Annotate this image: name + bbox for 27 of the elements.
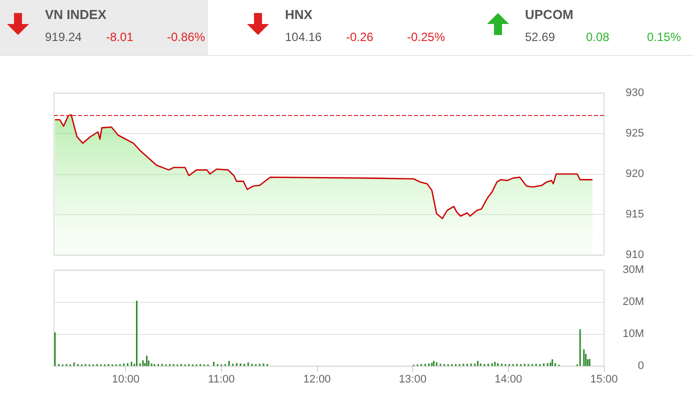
category-label: UPCOM bbox=[525, 7, 574, 22]
y-tick-label: 915 bbox=[626, 208, 644, 220]
y-tick-label: 20M bbox=[622, 296, 644, 308]
y-tick-label: 910 bbox=[626, 249, 644, 261]
text: 104.16 bbox=[285, 30, 322, 44]
text: 52.69 bbox=[525, 30, 556, 44]
text: -0.25% bbox=[407, 30, 446, 44]
y-tick-label: 10M bbox=[622, 328, 644, 340]
text: 919.24 bbox=[45, 30, 82, 44]
y-tick-label: 0 bbox=[638, 360, 644, 372]
x-tick-label: 11:00 bbox=[208, 374, 235, 386]
y-tick-label: 920 bbox=[626, 168, 644, 180]
text: -8.01 bbox=[106, 30, 134, 44]
text: 0.08 bbox=[586, 30, 610, 44]
y-tick-label: 930 bbox=[626, 87, 644, 99]
x-tick-label: 12:00 bbox=[303, 374, 331, 386]
x-tick-label: 15:00 bbox=[590, 374, 618, 386]
category-label: HNX bbox=[285, 7, 312, 22]
category-label: VN INDEX bbox=[45, 7, 106, 22]
text: -0.26 bbox=[346, 30, 374, 44]
text: 0.15% bbox=[647, 30, 682, 44]
x-tick-label: 13:00 bbox=[398, 374, 426, 386]
text: -0.86% bbox=[167, 30, 206, 44]
y-tick-label: 925 bbox=[626, 128, 644, 140]
x-tick-label: 14:00 bbox=[494, 374, 522, 386]
x-tick-label: 10:00 bbox=[112, 374, 140, 386]
y-tick-label: 30M bbox=[622, 264, 644, 276]
